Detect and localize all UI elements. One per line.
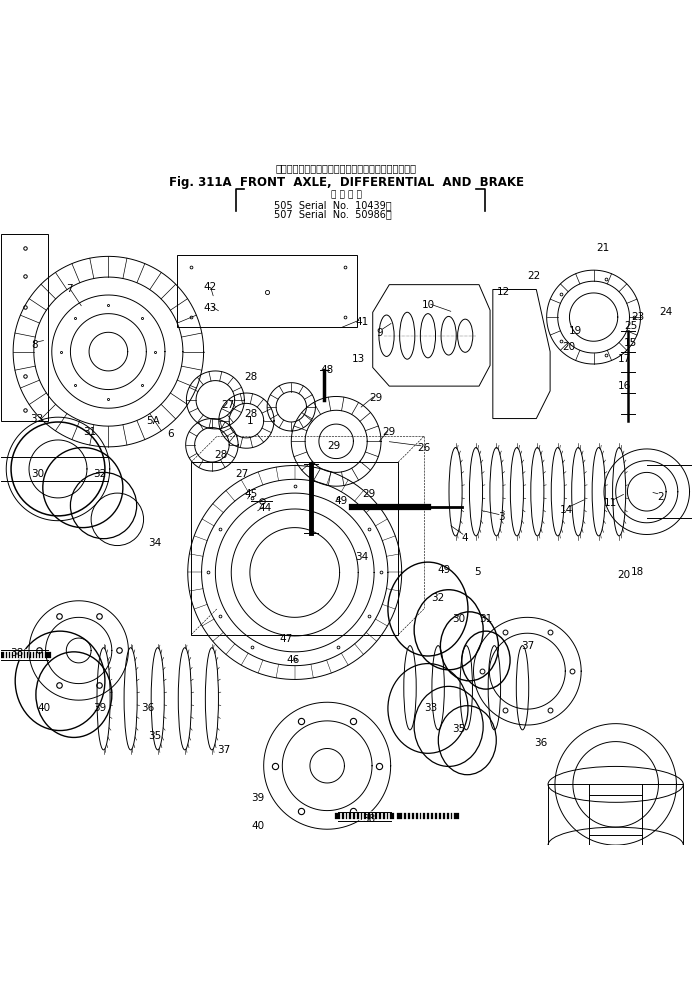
- Text: 5A: 5A: [146, 416, 160, 426]
- Text: 39: 39: [93, 703, 106, 713]
- Text: 36: 36: [534, 738, 547, 748]
- Text: 32: 32: [93, 469, 106, 479]
- Text: 3: 3: [498, 512, 505, 522]
- Text: 30: 30: [452, 614, 465, 624]
- Text: 35: 35: [148, 731, 161, 741]
- Text: 28: 28: [245, 409, 258, 419]
- Text: 22: 22: [527, 271, 541, 281]
- Text: 25: 25: [624, 321, 638, 331]
- Text: 32: 32: [431, 593, 444, 603]
- Text: 41: 41: [355, 317, 368, 327]
- Text: 23: 23: [631, 312, 644, 322]
- Text: 44: 44: [258, 503, 272, 513]
- Text: 20: 20: [617, 570, 631, 580]
- Text: 34: 34: [355, 552, 368, 562]
- Text: 33: 33: [30, 414, 44, 424]
- Text: 1: 1: [247, 416, 253, 426]
- Text: 40: 40: [37, 703, 51, 713]
- Text: 39: 39: [252, 793, 265, 803]
- Text: 5: 5: [474, 567, 481, 577]
- Text: 29: 29: [328, 441, 341, 451]
- Text: 適 用 号 機: 適 用 号 機: [331, 191, 362, 200]
- Text: 9: 9: [376, 328, 383, 338]
- Text: 7: 7: [66, 284, 72, 294]
- Text: 35: 35: [452, 724, 465, 734]
- Text: 14: 14: [559, 505, 572, 515]
- Text: 26: 26: [417, 443, 430, 453]
- Text: 507  Serial  No.  50986～: 507 Serial No. 50986～: [274, 209, 392, 219]
- Text: 27: 27: [221, 400, 234, 410]
- Text: 24: 24: [659, 307, 672, 317]
- Text: 38: 38: [10, 648, 23, 658]
- Text: 19: 19: [569, 326, 582, 336]
- Text: 31: 31: [83, 427, 96, 437]
- Text: 12: 12: [498, 287, 511, 297]
- Text: 20: 20: [562, 342, 575, 352]
- Text: 2: 2: [657, 492, 664, 502]
- Text: 29: 29: [369, 393, 382, 403]
- Text: 49: 49: [438, 565, 451, 575]
- Text: 27: 27: [235, 469, 248, 479]
- Text: Fig. 311A  FRONT  AXLE,  DIFFERENTIAL  AND  BRAKE: Fig. 311A FRONT AXLE, DIFFERENTIAL AND B…: [169, 176, 524, 189]
- Text: 28: 28: [214, 450, 227, 460]
- Text: 21: 21: [597, 243, 610, 253]
- Text: 18: 18: [631, 567, 644, 577]
- Text: 43: 43: [203, 303, 216, 313]
- Text: 30: 30: [30, 469, 44, 479]
- Text: 10: 10: [421, 300, 435, 310]
- Text: 46: 46: [286, 655, 299, 665]
- Text: 505  Serial  No.  10439～: 505 Serial No. 10439～: [274, 200, 392, 210]
- Text: 29: 29: [383, 427, 396, 437]
- Text: 49: 49: [334, 496, 348, 506]
- Text: 31: 31: [480, 614, 493, 624]
- Text: 17: 17: [617, 354, 631, 364]
- Text: 42: 42: [203, 282, 216, 292]
- Text: 36: 36: [141, 703, 155, 713]
- Text: 16: 16: [617, 381, 631, 391]
- Text: 8: 8: [31, 340, 38, 350]
- Text: 45: 45: [245, 489, 258, 499]
- Text: 40: 40: [252, 821, 265, 831]
- Text: 34: 34: [148, 538, 161, 548]
- Text: 6: 6: [167, 429, 174, 439]
- Text: 11: 11: [604, 498, 617, 508]
- Text: 29: 29: [362, 489, 375, 499]
- Text: 15: 15: [624, 338, 638, 348]
- Text: 37: 37: [217, 745, 230, 755]
- Text: 33: 33: [424, 703, 437, 713]
- Text: 28: 28: [245, 372, 258, 382]
- Text: 38: 38: [362, 814, 375, 824]
- Text: 13: 13: [352, 354, 365, 364]
- Text: 47: 47: [279, 634, 292, 644]
- Text: 48: 48: [321, 365, 334, 375]
- Text: 37: 37: [520, 641, 534, 651]
- Text: 4: 4: [462, 533, 468, 543]
- Text: フロントアクスル、デファレンシャルおよびブレーキ: フロントアクスル、デファレンシャルおよびブレーキ: [276, 163, 417, 173]
